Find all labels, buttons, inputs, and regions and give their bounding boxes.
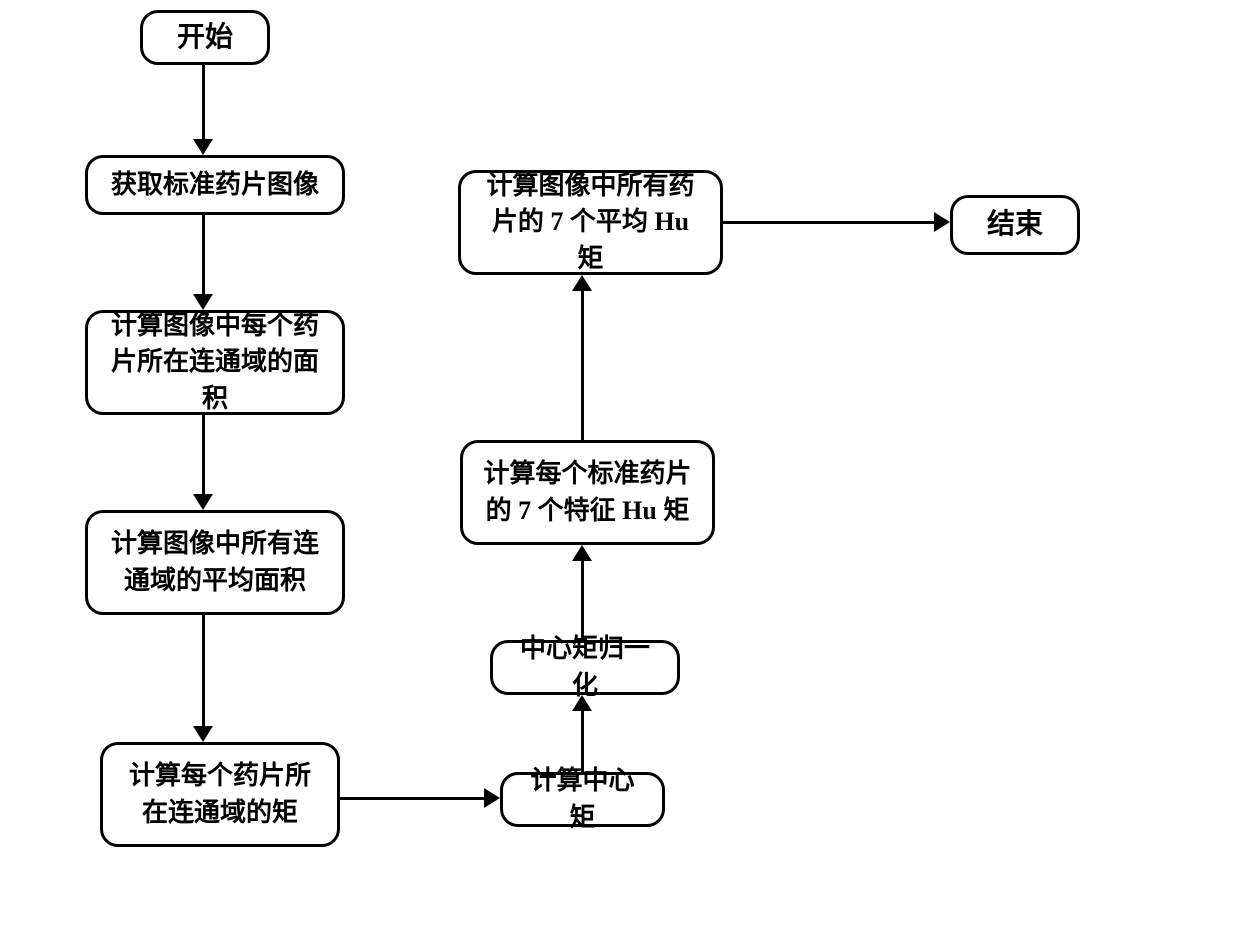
node-label: 计算图像中所有连通域的平均面积 xyxy=(104,526,326,599)
node-label: 计算每个药片所在连通域的矩 xyxy=(119,758,321,831)
node-label: 计算中心矩 xyxy=(519,763,646,836)
flowchart-edge xyxy=(202,415,205,496)
flowchart-edge xyxy=(581,289,584,440)
flowchart-node-end: 结束 xyxy=(950,195,1080,255)
flowchart-node-n7: 中心矩归一化 xyxy=(490,640,680,695)
arrow-head-icon xyxy=(572,275,592,291)
node-label: 计算图像中所有药片的 7 个平均 Hu 矩 xyxy=(477,168,704,277)
arrow-head-icon xyxy=(572,695,592,711)
flowchart-node-n2: 获取标准药片图像 xyxy=(85,155,345,215)
node-label: 计算图像中每个药片所在连通域的面积 xyxy=(104,308,326,417)
arrow-head-icon xyxy=(484,788,500,808)
node-label: 结束 xyxy=(987,205,1043,244)
flowchart-edge xyxy=(723,221,936,224)
arrow-head-icon xyxy=(193,494,213,510)
flowchart-edge xyxy=(340,797,486,800)
flowchart-edge xyxy=(581,709,584,772)
node-label: 计算每个标准药片的 7 个特征 Hu 矩 xyxy=(479,456,696,529)
flowchart-node-n9: 计算图像中所有药片的 7 个平均 Hu 矩 xyxy=(458,170,723,275)
node-label: 开始 xyxy=(177,18,233,57)
node-label: 获取标准药片图像 xyxy=(111,167,319,203)
arrow-head-icon xyxy=(934,212,950,232)
flowchart-node-n6: 计算中心矩 xyxy=(500,772,665,827)
flowchart-edge xyxy=(202,615,205,728)
flowchart-node-n8: 计算每个标准药片的 7 个特征 Hu 矩 xyxy=(460,440,715,545)
flowchart-edge xyxy=(202,65,205,141)
flowchart-node-n5: 计算每个药片所在连通域的矩 xyxy=(100,742,340,847)
flowchart-node-n4: 计算图像中所有连通域的平均面积 xyxy=(85,510,345,615)
arrow-head-icon xyxy=(572,545,592,561)
arrow-head-icon xyxy=(193,139,213,155)
flowchart-container: 开始 获取标准药片图像 计算图像中每个药片所在连通域的面积 计算图像中所有连通域… xyxy=(0,0,1240,940)
flowchart-node-n3: 计算图像中每个药片所在连通域的面积 xyxy=(85,310,345,415)
flowchart-edge xyxy=(202,215,205,296)
node-label: 中心矩归一化 xyxy=(509,631,661,704)
arrow-head-icon xyxy=(193,294,213,310)
flowchart-edge xyxy=(581,559,584,640)
arrow-head-icon xyxy=(193,726,213,742)
flowchart-node-start: 开始 xyxy=(140,10,270,65)
